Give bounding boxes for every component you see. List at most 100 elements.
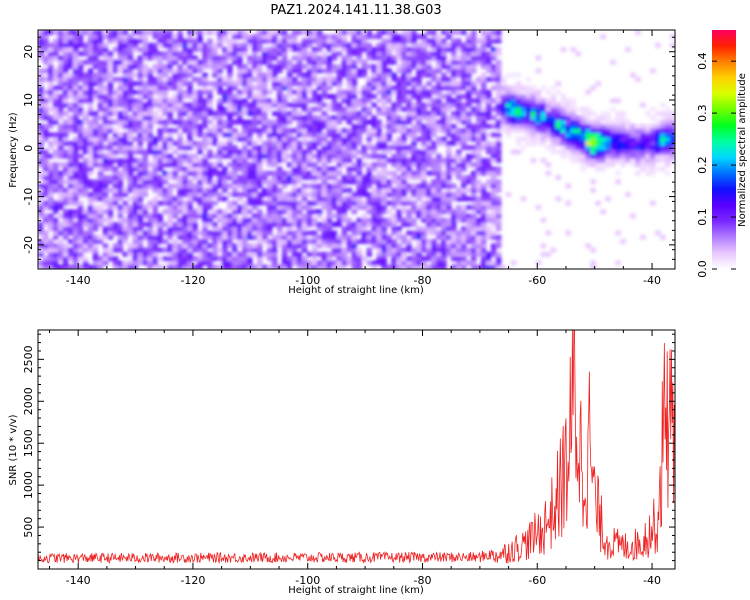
spectrogram-cell <box>122 170 129 176</box>
spectrogram-cell <box>436 76 442 82</box>
spectrogram-cell <box>411 217 417 223</box>
spectrogram-cell <box>122 123 129 129</box>
spectrogram-cell <box>107 230 114 236</box>
spectrogram-cell <box>306 59 313 65</box>
spectrogram-cell <box>127 149 134 155</box>
spectrogram-cell <box>316 149 323 155</box>
spectrogram-cell <box>291 179 298 185</box>
spectrogram-cell <box>222 187 228 193</box>
spectrogram-cell <box>182 89 188 95</box>
spectrogram-cell <box>356 98 363 104</box>
spectrogram-cell <box>82 222 89 227</box>
spectrogram-cell <box>251 68 258 74</box>
spectrogram-cell <box>162 158 168 163</box>
spectrogram-cell <box>490 264 497 269</box>
spectrogram-cell <box>391 153 397 159</box>
spectrogram-cell <box>242 85 248 91</box>
spectrogram-cell <box>77 243 84 249</box>
spectrogram-cell <box>286 153 293 159</box>
spectrogram-cell <box>117 264 124 269</box>
spectrogram-cell <box>47 81 54 87</box>
spectrogram-cell <box>42 111 49 116</box>
spectrogram-cell <box>660 132 666 138</box>
spectrogram-cell <box>346 260 353 266</box>
spectrogram-cell <box>336 158 343 163</box>
spectrogram-cell <box>316 132 323 138</box>
spectrogram-cell <box>470 183 477 189</box>
spectrogram-cell <box>465 234 472 240</box>
spectrogram-cell <box>38 153 44 159</box>
spectrogram-cell <box>92 145 99 151</box>
spectrogram-cell <box>271 162 278 168</box>
spectrogram-cell <box>127 247 134 253</box>
spectrogram-cell <box>67 230 74 236</box>
spectrogram-cell <box>341 256 348 262</box>
spectrogram-cell <box>306 38 313 44</box>
spectrogram-cell <box>182 222 188 227</box>
spectrogram-cell <box>391 123 397 129</box>
spectrogram-cell <box>276 153 283 159</box>
spectrogram-cell <box>122 42 129 48</box>
spectrogram-cell <box>391 111 397 116</box>
spectrogram-cell <box>57 145 64 151</box>
spectrogram-cell <box>316 128 323 134</box>
spectrogram-cell <box>635 170 641 176</box>
spectrogram-cell <box>212 64 218 70</box>
spectrogram-cell <box>261 34 268 40</box>
spectrogram-cell <box>306 200 313 206</box>
spectrogram-cell <box>276 192 283 198</box>
spectrogram-cell <box>545 145 552 151</box>
spectrogram-cell <box>461 192 467 198</box>
spectrogram-cell <box>461 239 467 244</box>
spectrogram-cell <box>217 30 223 35</box>
spectrogram-cell <box>391 59 397 65</box>
spectrogram-cell <box>222 140 228 146</box>
spectrogram-cell <box>232 145 238 151</box>
spectrogram-cell <box>461 226 467 232</box>
spectrogram-cell <box>72 149 79 155</box>
spectrogram-cell <box>227 243 233 249</box>
spectrogram-cell <box>456 64 462 70</box>
spectrogram-cell <box>232 153 238 159</box>
spectrogram-cell <box>271 256 278 262</box>
spectrogram-cell <box>331 200 338 206</box>
spectrogram-cell <box>182 94 188 99</box>
spectrogram-cell <box>212 230 218 236</box>
spectrogram-cell <box>102 243 109 249</box>
spectrogram-cell <box>147 260 154 266</box>
spectrogram-cell <box>172 47 178 52</box>
spectrogram-cell <box>555 196 562 202</box>
spectrogram-cell <box>306 128 313 134</box>
spectrogram-cell <box>62 140 69 146</box>
spectrogram-cell <box>456 239 462 244</box>
spectrogram-cell <box>401 234 407 240</box>
spectrogram-cell <box>242 145 248 151</box>
spectrogram-cell <box>87 243 94 249</box>
spectrogram-cell <box>371 200 378 206</box>
spectrogram-cell <box>147 72 154 78</box>
spectrogram-cell <box>291 106 298 112</box>
spectrogram-cell <box>346 200 353 206</box>
spectrogram-cell <box>276 264 283 269</box>
spectrogram-cell <box>386 209 392 215</box>
spectrogram-cell <box>52 183 59 189</box>
spectrogram-cell <box>207 81 213 87</box>
spectrogram-cell <box>227 30 233 35</box>
spectrogram-cell <box>321 38 328 44</box>
spectrogram-cell <box>117 42 124 48</box>
spectrogram-cell <box>550 149 557 155</box>
spectrogram-cell <box>416 51 422 57</box>
spectrogram-cell <box>266 72 273 78</box>
spectrogram-cell <box>431 140 437 146</box>
spectrogram-cell <box>286 196 293 202</box>
spectrogram-cell <box>127 187 134 193</box>
spectrogram-cell <box>490 179 497 185</box>
spectrogram-cell <box>132 256 139 262</box>
spectrogram-cell <box>645 111 651 116</box>
spectrogram-cell <box>495 243 502 249</box>
spectrogram-cell <box>311 222 318 227</box>
spectrogram-cell <box>416 102 422 108</box>
spectrogram-cell <box>92 119 99 125</box>
spectrogram-cell <box>187 111 193 116</box>
spectrogram-cell <box>461 94 467 99</box>
